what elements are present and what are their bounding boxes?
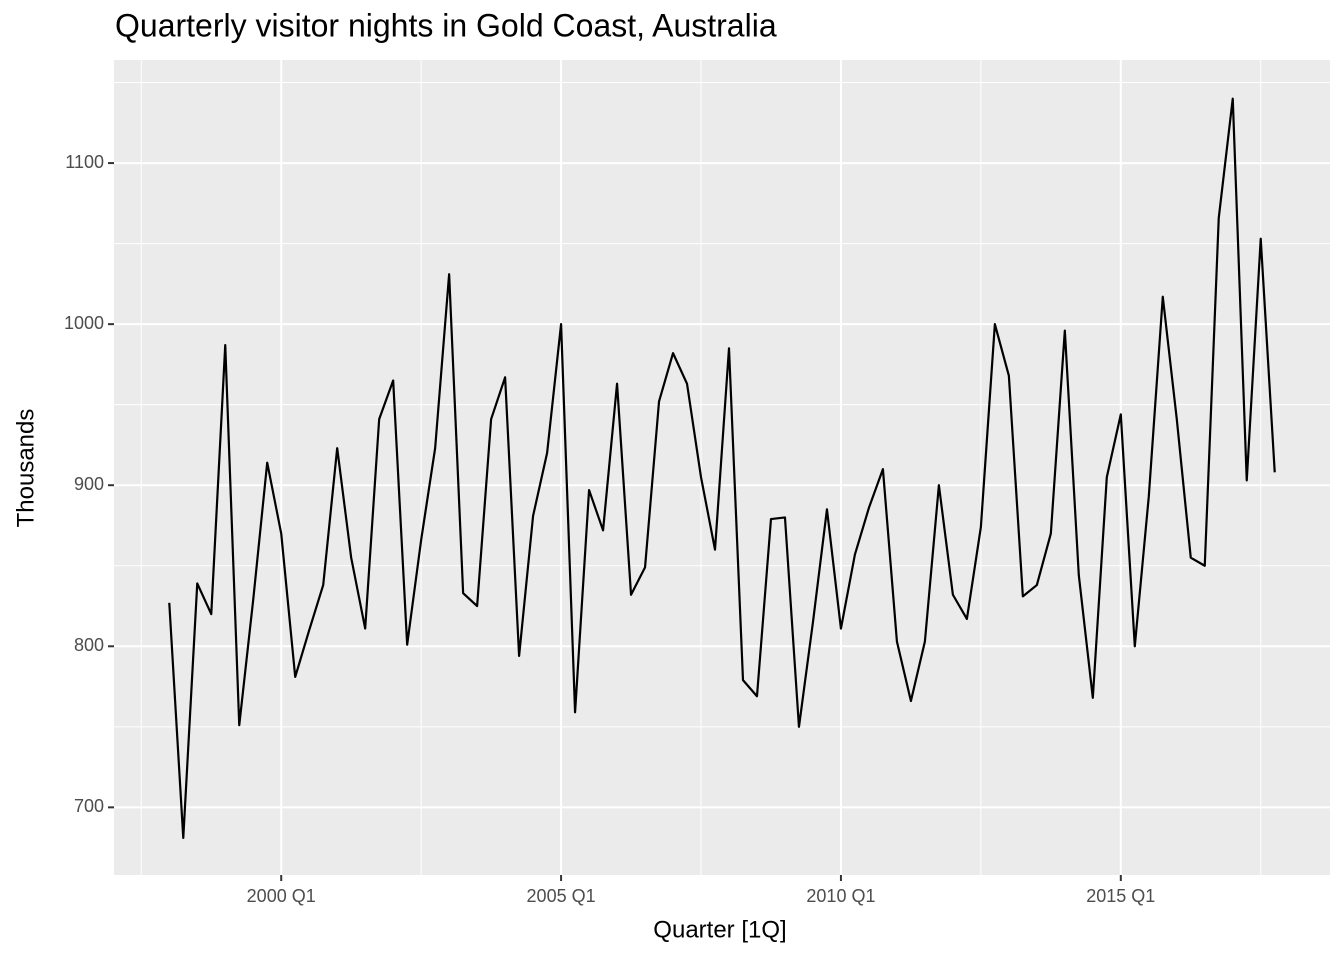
y-tick-label: 1000	[64, 313, 104, 333]
y-tick-label: 1100	[65, 152, 104, 172]
y-axis-title: Thousands	[12, 409, 39, 528]
x-tick-label: 2005 Q1	[527, 886, 596, 906]
y-tick-label: 700	[74, 796, 104, 816]
x-tick-label: 2000 Q1	[247, 886, 316, 906]
x-axis-title: Quarter [1Q]	[653, 916, 786, 943]
x-tick-label: 2010 Q1	[806, 886, 875, 906]
plot-panel	[114, 60, 1330, 875]
line	[168, 97, 1276, 840]
y-tick-label: 900	[74, 474, 104, 494]
x-tick-label: 2015 Q1	[1086, 886, 1155, 906]
y-tick-label: 800	[74, 635, 104, 655]
chart-title: Quarterly visitor nights in Gold Coast, …	[115, 7, 777, 43]
